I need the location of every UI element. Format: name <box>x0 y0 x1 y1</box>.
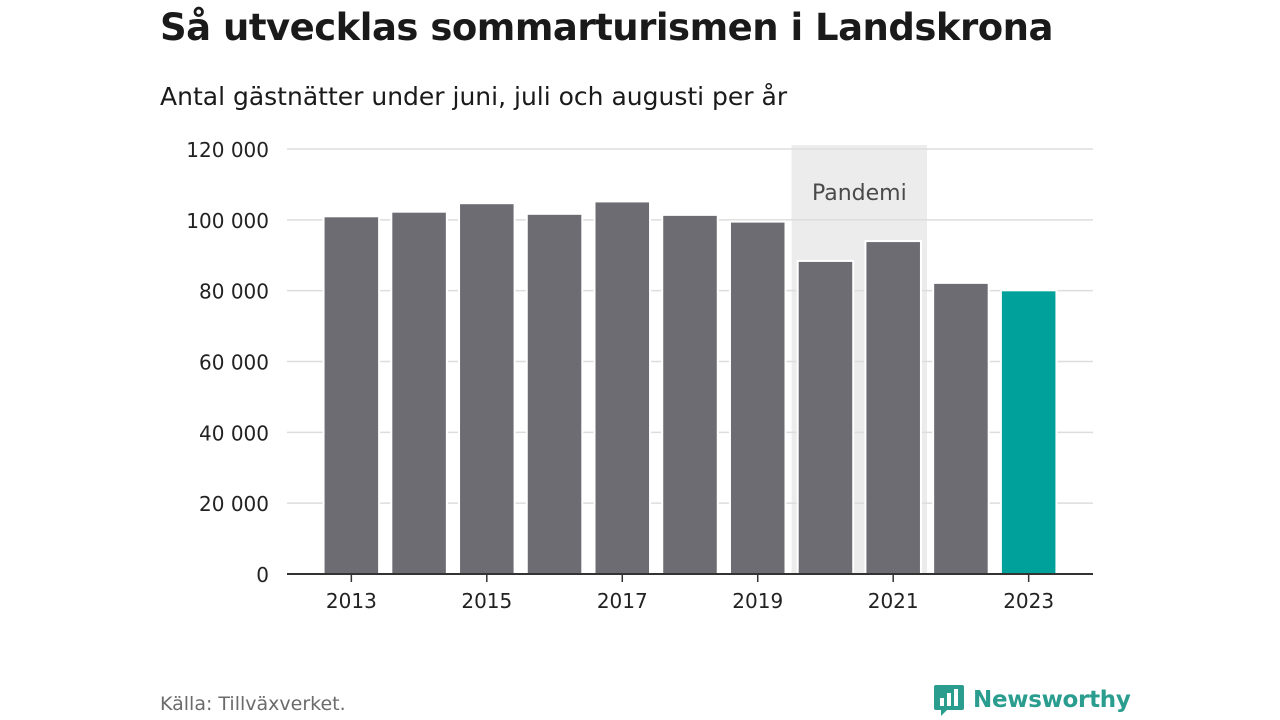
y-tick-label: 80 000 <box>199 280 269 304</box>
brand-logo: Newsworthy <box>933 683 1131 717</box>
bar-2018 <box>661 213 719 575</box>
x-tick-label: 2017 <box>597 589 648 613</box>
y-tick-label: 40 000 <box>199 421 269 445</box>
y-tick-label: 120 000 <box>186 138 269 162</box>
pandemic-label: Pandemi <box>812 181 907 206</box>
y-tick-label: 60 000 <box>199 351 269 375</box>
bar-2022 <box>932 281 990 575</box>
x-tick-label: 2019 <box>732 589 783 613</box>
x-tick-label: 2021 <box>868 589 919 613</box>
bar-2015 <box>458 202 516 575</box>
bar-2021 <box>864 240 922 575</box>
bar-2023 <box>999 289 1058 575</box>
bar-chart-speech-bubble-icon <box>934 685 964 716</box>
x-tick-label: 2023 <box>1003 589 1054 613</box>
bar-2020 <box>796 259 855 575</box>
bar-chart: Pandemi 0 20 000 40 000 60 000 80 000 100 000 1… <box>186 138 1093 613</box>
bar-2014 <box>390 210 448 575</box>
source-note: Källa: Tillväxverket. <box>160 693 346 715</box>
bar-2016 <box>525 212 584 575</box>
chart-subtitle: Antal gästnätter under juni, juli och au… <box>160 82 788 111</box>
bar-2013 <box>322 215 381 576</box>
y-tick-label: 0 <box>256 563 269 587</box>
chart-title: Så utvecklas sommarturismen i Landskrona <box>160 6 1054 49</box>
y-tick-label: 20 000 <box>199 492 269 516</box>
x-tick-label: 2015 <box>461 589 512 613</box>
bar-2019 <box>728 220 787 576</box>
brand-name: Newsworthy <box>973 687 1131 713</box>
x-tick-label: 2013 <box>326 589 377 613</box>
y-tick-label: 100 000 <box>186 209 269 233</box>
bar-2017 <box>593 200 652 576</box>
